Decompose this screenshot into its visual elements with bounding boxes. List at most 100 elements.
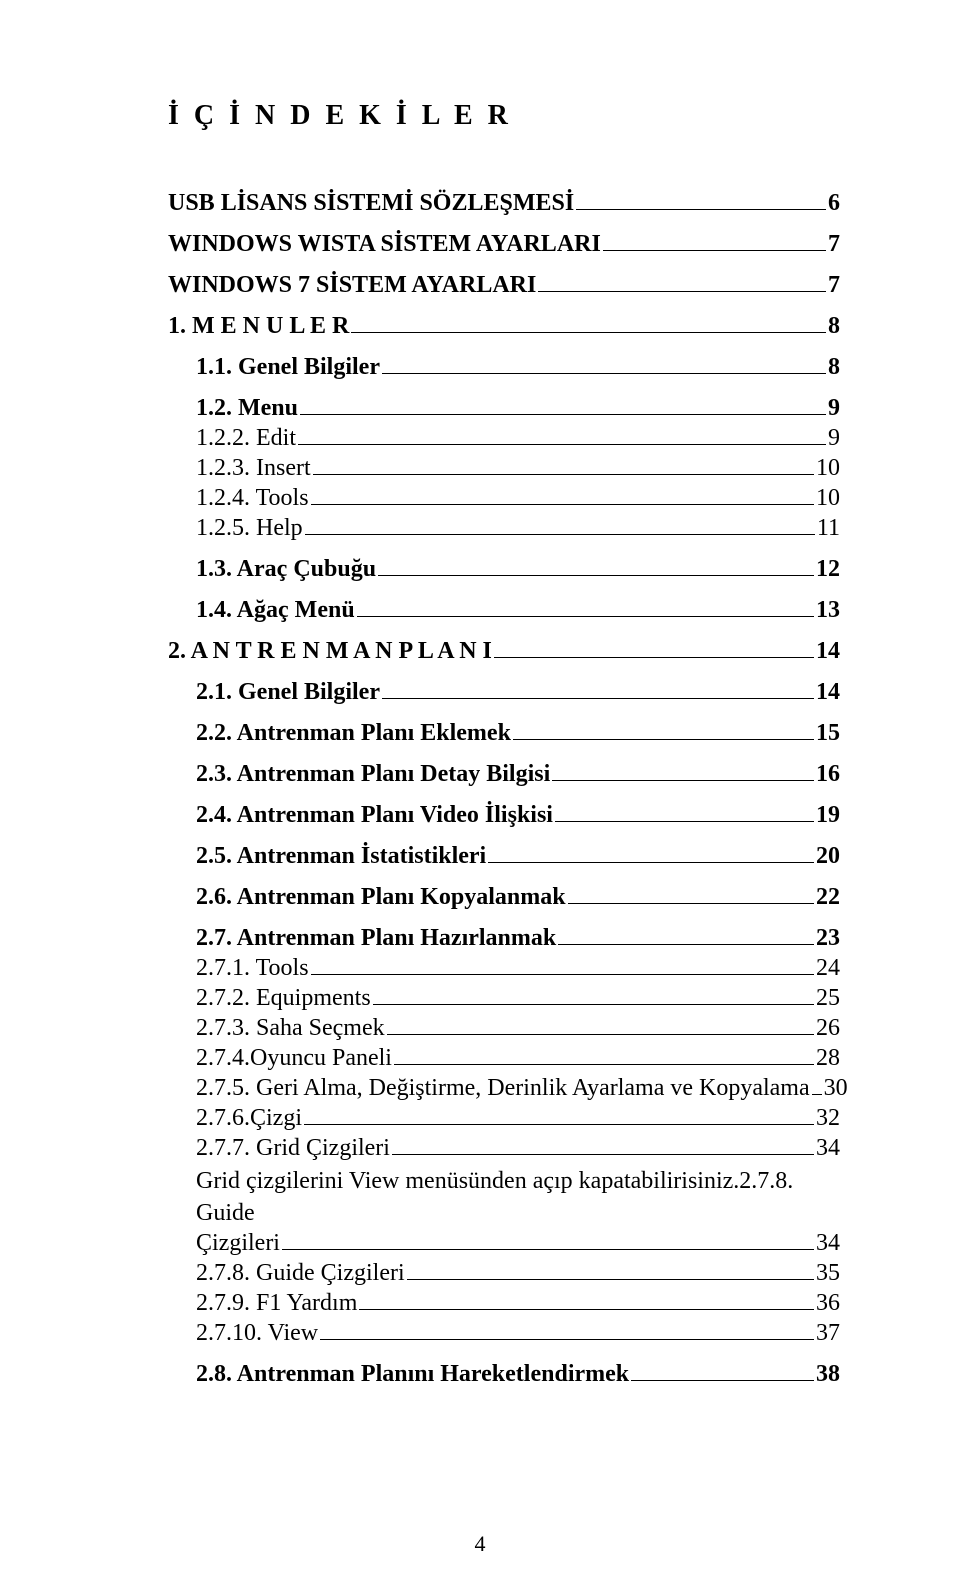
toc-leader	[494, 657, 814, 658]
toc-entry-label: 2.7.4.Oyuncu Paneli	[196, 1045, 392, 1072]
toc-entry-label: 2.7.9. F1 Yardım	[196, 1290, 357, 1317]
toc-leader	[631, 1380, 814, 1381]
toc-entry: 1. M E N U L E R8	[168, 313, 840, 340]
toc-entry: 1.2.4. Tools 10	[168, 485, 840, 512]
page-number: 4	[0, 1531, 960, 1557]
toc-entry-page: 32	[816, 1105, 840, 1132]
toc-entry-label: 2.2. Antrenman Planı Eklemek	[196, 720, 511, 747]
toc-entry-label: 1.2.5. Help	[196, 515, 303, 542]
toc-entry-page: 34	[816, 1230, 840, 1257]
toc-entry: 2.7.7. Grid Çizgileri34	[168, 1135, 840, 1162]
toc-entry-page: 35	[816, 1260, 840, 1287]
toc-entry-page: 20	[816, 843, 840, 870]
toc-entry: 2.8. Antrenman Planını Hareketlendirmek 3…	[168, 1361, 840, 1388]
toc-leader	[311, 504, 814, 505]
toc-entry-label: 2.7.2. Equipments	[196, 985, 371, 1012]
toc-entry: 2.1. Genel Bilgiler14	[168, 679, 840, 706]
toc-leader	[359, 1309, 814, 1310]
toc-entry-label: 2.8. Antrenman Planını Hareketlendirmek	[196, 1361, 629, 1388]
toc-entry-page: 7	[828, 272, 840, 299]
toc-page: İ Ç İ N D E K İ L E R USB LİSANS SİSTEMİ…	[0, 0, 960, 1591]
toc-leader	[407, 1279, 814, 1280]
toc-entry-page: 14	[816, 679, 840, 706]
toc-entry: 2.7.4.Oyuncu Paneli 28	[168, 1045, 840, 1072]
toc-leader	[298, 444, 826, 445]
toc-entry: 2.7.5. Geri Alma, Değiştirme, Derinlik A…	[168, 1075, 840, 1102]
toc-leader	[378, 575, 814, 576]
toc-leader	[382, 373, 826, 374]
toc-entry-label: 2.6. Antrenman Planı Kopyalanmak	[196, 884, 566, 911]
toc-entry-page: 7	[828, 231, 840, 258]
toc-leader	[300, 414, 826, 415]
toc-entry: 1.1. Genel Bilgiler 8	[168, 354, 840, 381]
toc-entry-page: 16	[816, 761, 840, 788]
toc-entry-label: 2.7. Antrenman Planı Hazırlanmak	[196, 925, 556, 952]
toc-leader	[558, 944, 814, 945]
toc-entry-label: WINDOWS 7 SİSTEM AYARLARI	[168, 272, 536, 299]
toc-entry-label: 1.2.4. Tools	[196, 485, 309, 512]
toc-entry: 2.7. Antrenman Planı Hazırlanmak23	[168, 925, 840, 952]
toc-entry-label: 1.1. Genel Bilgiler	[196, 354, 380, 381]
toc-entry: 2.2. Antrenman Planı Eklemek 15	[168, 720, 840, 747]
toc-entry-label: Çizgileri	[196, 1230, 280, 1257]
toc-entry-label: 2. A N T R E N M A N P L A N I	[168, 638, 492, 665]
toc-entry-page: 34	[816, 1135, 840, 1162]
toc-entry-page: 14	[816, 638, 840, 665]
toc-entry-page: 22	[816, 884, 840, 911]
toc-entry-label: 2.7.6.Çizgi	[196, 1105, 302, 1132]
toc-entry-page: 10	[816, 455, 840, 482]
toc-leader	[538, 291, 826, 292]
toc-entry-page: 9	[828, 425, 840, 452]
toc-entry: 2.7.9. F1 Yardım 36	[168, 1290, 840, 1317]
toc-entry-page: 36	[816, 1290, 840, 1317]
toc-entry: 2.7.1. Tools 24	[168, 955, 840, 982]
toc-entry-page: 12	[816, 556, 840, 583]
toc-entry: WINDOWS WISTA SİSTEM AYARLARI 7	[168, 231, 840, 258]
toc-entry-label: 2.7.1. Tools	[196, 955, 309, 982]
toc-entry-page: 26	[816, 1015, 840, 1042]
toc-entry-page: 8	[828, 313, 840, 340]
toc-leader	[313, 474, 814, 475]
toc-entry-page: 8	[828, 354, 840, 381]
toc-entry: WINDOWS 7 SİSTEM AYARLARI 7	[168, 272, 840, 299]
toc-entry: 2.7.3. Saha Seçmek 26	[168, 1015, 840, 1042]
toc-entry-page: 30	[824, 1075, 848, 1102]
toc-entry-page: 11	[817, 515, 840, 542]
toc-entry-label: 2.3. Antrenman Planı Detay Bilgisi	[196, 761, 550, 788]
toc-entry-label: 2.7.3. Saha Seçmek	[196, 1015, 385, 1042]
toc-entry: Çizgileri 34	[168, 1230, 840, 1257]
toc-leader	[394, 1064, 814, 1065]
toc-entry: 1.2.5. Help 11	[168, 515, 840, 542]
toc-title: İ Ç İ N D E K İ L E R	[168, 100, 840, 132]
toc-leader	[552, 780, 814, 781]
toc-entry-label: 2.7.5. Geri Alma, Değiştirme, Derinlik A…	[196, 1075, 810, 1102]
toc-entry-label: 2.4. Antrenman Planı Video İlişkisi	[196, 802, 553, 829]
toc-entry-page: 28	[816, 1045, 840, 1072]
toc-leader	[305, 534, 815, 535]
toc-entry-page: 9	[828, 395, 840, 422]
toc-leader	[555, 821, 814, 822]
toc-entry: 1.2. Menu9	[168, 395, 840, 422]
toc-leader	[304, 1124, 814, 1125]
toc-entry-page: 19	[816, 802, 840, 829]
toc-entry: USB LİSANS SİSTEMİ SÖZLEŞMESİ6	[168, 190, 840, 217]
toc-entry: 2.7.2. Equipments25	[168, 985, 840, 1012]
toc-entry: 2.6. Antrenman Planı Kopyalanmak 22	[168, 884, 840, 911]
toc-leader	[513, 739, 814, 740]
toc-body-text: Grid çizgilerini View menüsünden açıp ka…	[168, 1165, 840, 1230]
toc-entry-label: WINDOWS WISTA SİSTEM AYARLARI	[168, 231, 601, 258]
toc-entry-page: 24	[816, 955, 840, 982]
toc-entry-page: 10	[816, 485, 840, 512]
toc-entry-page: 15	[816, 720, 840, 747]
toc-entry-label: 2.7.10. View	[196, 1320, 318, 1347]
toc-entry: 2.3. Antrenman Planı Detay Bilgisi 16	[168, 761, 840, 788]
toc-entry: 2.7.10. View37	[168, 1320, 840, 1347]
toc-entry: 2. A N T R E N M A N P L A N I 14	[168, 638, 840, 665]
toc-entry-label: 1.2.3. Insert	[196, 455, 311, 482]
toc-entry: 1.2.3. Insert 10	[168, 455, 840, 482]
toc-list: USB LİSANS SİSTEMİ SÖZLEŞMESİ6 WINDOWS WI…	[168, 190, 840, 1388]
toc-entry-label: 1.3. Araç Çubuğu	[196, 556, 376, 583]
toc-entry: 2.7.8. Guide Çizgileri35	[168, 1260, 840, 1287]
toc-entry-page: 38	[816, 1361, 840, 1388]
toc-leader	[373, 1004, 814, 1005]
